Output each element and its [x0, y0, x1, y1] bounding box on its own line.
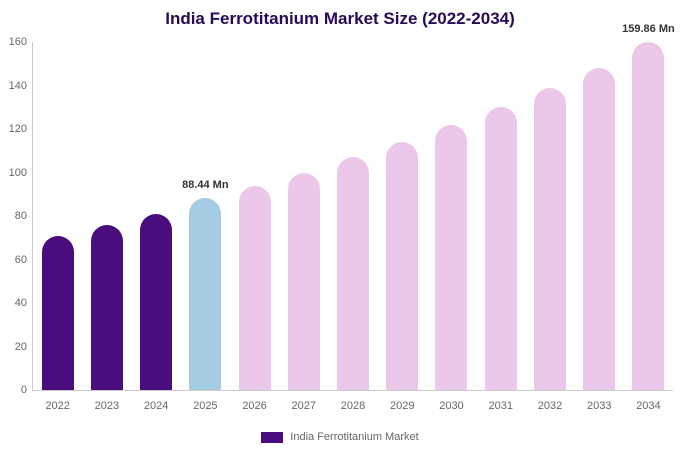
bar	[386, 142, 419, 390]
bar-column: 2030	[427, 42, 476, 412]
bar	[533, 87, 566, 390]
bar-column: 2023	[82, 42, 131, 412]
bar-column: 2025 88.44 Mn	[181, 42, 230, 412]
bar	[337, 157, 370, 390]
x-tick-label: 2031	[488, 400, 513, 412]
bar-column: 2028	[328, 42, 377, 412]
y-tick-label: 100	[8, 166, 27, 179]
x-tick-label: 2025	[193, 400, 218, 412]
plot-area: 2022 2023 2024 2025 88.44 Mn 2026 2027 2028 2029…	[9, 23, 675, 412]
x-tick-label: 2022	[45, 400, 70, 412]
x-tick-label: 2032	[537, 400, 563, 412]
bar-column: 2031	[476, 42, 525, 412]
bar	[90, 224, 123, 390]
x-tick-label: 2034	[636, 400, 661, 412]
bar	[238, 185, 271, 390]
bar-column: 2032	[525, 42, 574, 412]
y-tick-label: 140	[8, 79, 27, 92]
legend: India Ferrotitanium Market	[0, 431, 680, 443]
bar-column: 2033	[575, 42, 624, 412]
x-tick-label: 2026	[242, 400, 267, 412]
y-tick-label: 160	[8, 36, 27, 48]
bar-value-label: 159.86 Mn	[622, 23, 675, 36]
bar-column: 2022	[33, 42, 82, 412]
bar	[435, 124, 468, 390]
bar	[287, 172, 320, 390]
y-tick-label: 0	[20, 384, 27, 396]
y-tick-label: 120	[8, 123, 27, 135]
bar-column: 2034 159.86 Mn	[622, 23, 675, 412]
bar-value-label: 88.44 Mn	[182, 178, 229, 191]
bar-column: 2024	[131, 42, 180, 412]
bar	[484, 107, 517, 390]
bar-column: 2029	[378, 42, 427, 412]
bar	[583, 68, 616, 390]
x-tick-label: 2033	[586, 400, 612, 412]
bar-column: 2027	[279, 42, 328, 412]
bar	[189, 197, 222, 390]
bars: 2022 2023 2024 2025 88.44 Mn 2026 2027 2028 2029…	[33, 23, 675, 412]
x-tick-label: 2029	[390, 400, 415, 412]
chart-title: India Ferrotitanium Market Size (2022-20…	[165, 9, 515, 28]
bar	[632, 42, 665, 390]
bar	[140, 213, 173, 390]
x-tick-label: 2030	[439, 400, 464, 412]
legend-swatch-icon	[261, 431, 284, 443]
bar	[41, 235, 74, 390]
y-tick-label: 60	[14, 253, 27, 266]
legend-label: India Ferrotitanium Market	[290, 431, 419, 443]
x-tick-label: 2028	[340, 400, 366, 412]
y-tick-label: 80	[14, 210, 27, 222]
y-tick-label: 40	[14, 297, 27, 309]
bar-column: 2026	[230, 42, 279, 412]
x-tick-label: 2027	[291, 400, 317, 412]
y-tick-label: 20	[14, 340, 27, 353]
x-tick-label: 2023	[94, 400, 120, 412]
x-tick-label: 2024	[143, 400, 169, 412]
